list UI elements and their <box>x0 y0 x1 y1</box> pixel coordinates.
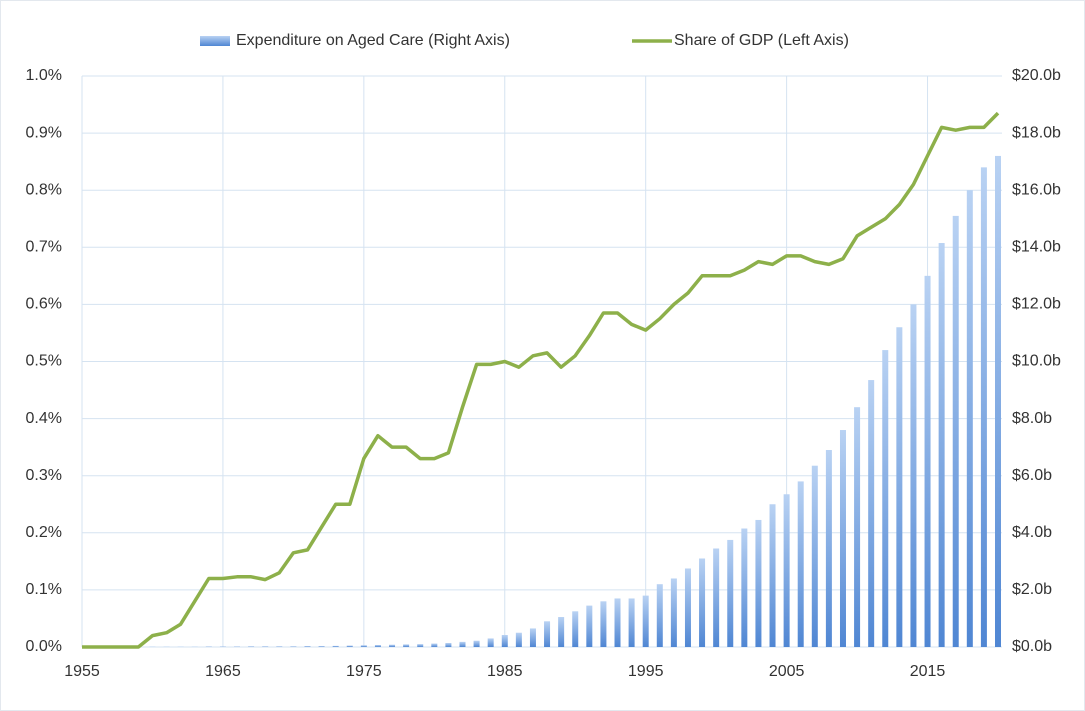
bar <box>445 643 452 647</box>
y-tick-label: 0.6% <box>26 296 62 313</box>
y2-tick-label: $16.0b <box>1012 181 1061 198</box>
y-tick-label: 0.0% <box>26 638 62 655</box>
bar <box>262 646 269 647</box>
y-tick-label: 0.5% <box>26 353 62 370</box>
x-tick-label: 1955 <box>64 663 100 680</box>
bar <box>839 430 846 647</box>
y2-tick-label: $12.0b <box>1012 296 1061 313</box>
bar <box>417 644 424 647</box>
bar <box>346 645 353 647</box>
bar <box>501 635 508 647</box>
legend-label: Share of GDP (Left Axis) <box>674 32 849 49</box>
bar <box>558 617 565 647</box>
bar <box>586 605 593 647</box>
x-tick-label: 2015 <box>910 663 946 680</box>
y2-tick-label: $6.0b <box>1012 467 1052 484</box>
x-tick-label: 2005 <box>769 663 805 680</box>
x-tick-label: 1995 <box>628 663 664 680</box>
y2-tick-label: $0.0b <box>1012 638 1052 655</box>
bar <box>515 632 522 647</box>
bar <box>360 645 367 647</box>
bar <box>600 601 607 647</box>
y-tick-label: 0.7% <box>26 239 62 256</box>
bar <box>854 407 861 647</box>
bar <box>544 621 551 647</box>
bar <box>572 611 579 647</box>
y2-tick-label: $20.0b <box>1012 67 1061 84</box>
bar <box>980 167 987 648</box>
bar <box>699 558 706 647</box>
bar <box>628 598 635 647</box>
y2-tick-label: $18.0b <box>1012 124 1061 141</box>
legend-label: Expenditure on Aged Care (Right Axis) <box>236 32 510 49</box>
bar <box>487 638 494 647</box>
y-tick-label: 0.1% <box>26 581 62 598</box>
bar <box>656 584 663 647</box>
bar <box>811 465 818 647</box>
y-tick-label: 1.0% <box>26 67 62 84</box>
bar <box>670 578 677 647</box>
bar <box>459 641 466 647</box>
bar <box>825 450 832 647</box>
bar <box>952 215 959 647</box>
bar <box>304 646 311 647</box>
line <box>82 111 1000 649</box>
y-tick-label: 0.4% <box>26 410 62 427</box>
bar <box>995 155 1001 647</box>
bar <box>755 519 762 647</box>
bar <box>332 645 339 647</box>
bar <box>403 644 410 647</box>
bar <box>614 598 621 647</box>
x-tick-label: 1965 <box>205 663 241 680</box>
bar <box>374 645 381 647</box>
bar <box>938 243 945 647</box>
bar <box>741 528 748 647</box>
y2-tick-label: $10.0b <box>1012 353 1061 370</box>
bar <box>431 643 438 647</box>
bar <box>684 568 691 647</box>
bar <box>769 504 776 647</box>
y2-tick-label: $4.0b <box>1012 524 1052 541</box>
bar <box>473 640 480 647</box>
bar <box>318 646 325 647</box>
bar <box>868 380 875 647</box>
bar <box>966 190 973 647</box>
bar <box>529 628 536 647</box>
bar <box>783 494 790 647</box>
y-tick-label: 0.3% <box>26 467 62 484</box>
y-tick-label: 0.2% <box>26 524 62 541</box>
bar <box>276 646 283 647</box>
y2-tick-label: $2.0b <box>1012 581 1052 598</box>
bar <box>248 646 255 647</box>
bar <box>713 548 720 647</box>
y2-tick-label: $8.0b <box>1012 410 1052 427</box>
bar <box>727 539 734 647</box>
y-tick-label: 0.8% <box>26 181 62 198</box>
bar <box>882 350 889 647</box>
bar <box>924 275 931 647</box>
y-tick-label: 0.9% <box>26 124 62 141</box>
bar <box>797 481 804 647</box>
bar <box>642 595 649 647</box>
x-tick-label: 1975 <box>346 663 382 680</box>
bar <box>910 304 917 647</box>
legend-swatch <box>200 36 230 46</box>
y2-tick-label: $14.0b <box>1012 239 1061 256</box>
bar <box>896 327 903 647</box>
x-tick-label: 1985 <box>487 663 523 680</box>
bar <box>389 644 396 647</box>
bar <box>290 646 297 647</box>
